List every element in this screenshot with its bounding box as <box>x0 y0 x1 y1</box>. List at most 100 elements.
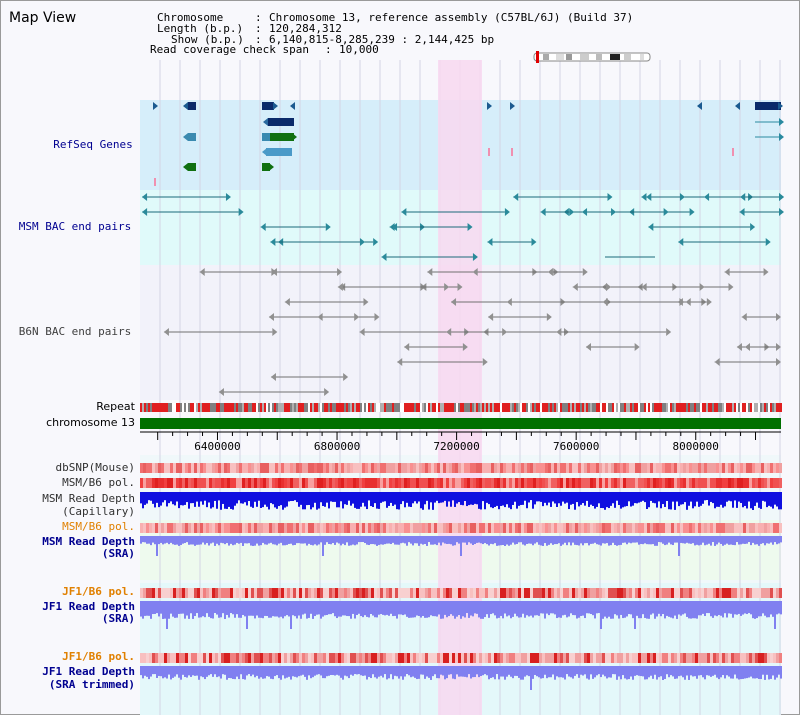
heat-cell <box>596 653 599 663</box>
heat-cell <box>590 463 593 473</box>
depth-bar <box>602 536 604 544</box>
depth-bar <box>312 536 314 546</box>
heat-cell <box>590 653 593 663</box>
depth-bar <box>264 601 266 616</box>
heat-cell <box>689 523 692 533</box>
depth-bar <box>396 601 398 619</box>
depth-bar <box>176 601 178 618</box>
repeat-segment <box>710 403 712 412</box>
depth-bar <box>606 492 608 508</box>
heat-cell <box>245 588 248 598</box>
depth-bar <box>224 601 226 619</box>
heat-cell <box>656 478 659 488</box>
repeat-segment <box>190 403 192 412</box>
depth-bar <box>146 666 148 677</box>
gene-arrow-left <box>263 118 268 126</box>
depth-bar <box>140 601 142 617</box>
depth-bar <box>594 536 596 543</box>
heat-cell <box>644 463 647 473</box>
depth-bar <box>278 601 280 618</box>
repeat-segment <box>272 403 274 412</box>
heat-cell <box>758 653 761 663</box>
depth-bar <box>384 601 386 616</box>
depth-bar <box>516 666 518 676</box>
depth-bar <box>770 492 772 507</box>
repeat-segment <box>142 403 144 412</box>
depth-bar <box>144 492 146 505</box>
depth-bar <box>344 601 346 616</box>
heat-cell <box>653 478 656 488</box>
depth-bar <box>758 492 760 508</box>
depth-bar <box>766 666 768 675</box>
heat-cell <box>365 523 368 533</box>
bac-end-arrow <box>685 298 691 306</box>
heat-cell <box>713 523 716 533</box>
heat-cell <box>362 463 365 473</box>
depth-bar <box>266 536 268 545</box>
depth-bar <box>680 536 682 543</box>
repeat-segment <box>372 403 374 412</box>
heat-cell <box>581 588 584 598</box>
depth-bar <box>248 666 250 675</box>
depth-bar <box>322 536 324 556</box>
depth-bar <box>164 536 166 544</box>
heat-cell <box>200 523 203 533</box>
heat-cell <box>458 588 461 598</box>
heat-cell <box>617 478 620 488</box>
heat-cell <box>296 463 299 473</box>
heat-cell <box>215 588 218 598</box>
heat-cell <box>680 588 683 598</box>
depth-bar <box>440 666 442 675</box>
depth-bar <box>338 601 340 617</box>
heat-cell <box>329 463 332 473</box>
depth-bar <box>594 492 596 509</box>
depth-bar <box>728 601 730 614</box>
depth-bar <box>320 666 322 676</box>
repeat-segment <box>388 403 390 412</box>
depth-bar <box>428 536 430 543</box>
heat-cell <box>731 523 734 533</box>
heat-cell <box>509 478 512 488</box>
depth-bar <box>624 492 626 507</box>
depth-bar <box>370 492 372 507</box>
depth-bar <box>500 536 502 546</box>
depth-bar <box>418 601 420 616</box>
depth-bar <box>242 666 244 680</box>
depth-bar <box>710 601 712 617</box>
depth-bar <box>674 601 676 616</box>
depth-bar <box>168 601 170 619</box>
depth-bar <box>422 601 424 617</box>
depth-bar <box>716 492 718 507</box>
heat-cell <box>434 653 437 663</box>
depth-bar <box>716 666 718 678</box>
heat-cell <box>233 523 236 533</box>
repeat-segment <box>374 403 376 412</box>
depth-bar <box>420 492 422 509</box>
depth-bar <box>314 601 316 617</box>
repeat-segment <box>720 403 722 412</box>
depth-bar <box>320 492 322 503</box>
heat-cell <box>263 463 266 473</box>
heat-cell <box>566 588 569 598</box>
heat-cell <box>608 588 611 598</box>
depth-bar <box>424 601 426 618</box>
heat-cell <box>530 478 533 488</box>
depth-bar <box>516 536 518 544</box>
bac-end-arrow <box>260 223 266 231</box>
repeat-segment <box>424 403 426 412</box>
heat-cell <box>455 588 458 598</box>
heat-cell <box>314 523 317 533</box>
depth-bar <box>430 492 432 503</box>
heat-cell <box>410 463 413 473</box>
depth-bar <box>560 492 562 506</box>
heat-cell <box>689 653 692 663</box>
depth-bar <box>152 601 154 615</box>
heat-cell <box>389 653 392 663</box>
depth-bar <box>670 536 672 545</box>
bac-end-arrow <box>556 328 562 336</box>
heat-cell <box>320 478 323 488</box>
repeat-segment <box>144 403 146 412</box>
heat-cell <box>437 478 440 488</box>
depth-bar <box>606 536 608 544</box>
